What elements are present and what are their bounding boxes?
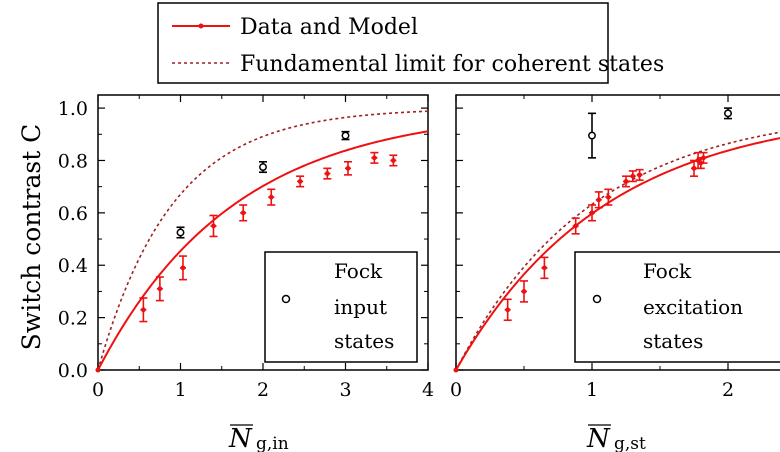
origin-marker bbox=[453, 367, 459, 373]
right-plot-frame bbox=[455, 94, 780, 371]
legend-model-label: Data and Model bbox=[240, 15, 418, 40]
legend-limit-label: Fundamental limit for coherent states bbox=[240, 52, 664, 77]
x-tick-label: 2 bbox=[722, 379, 734, 401]
data-point bbox=[596, 197, 602, 203]
right-inset-legend-line3: states bbox=[643, 329, 703, 353]
limit-curve bbox=[97, 110, 429, 371]
model-curve bbox=[97, 130, 429, 371]
right-ticks: 0 1 2 bbox=[450, 95, 734, 401]
data-point bbox=[505, 307, 511, 313]
right-inset-legend-line1: Fock bbox=[643, 259, 692, 283]
right-inset-legend-marker bbox=[592, 294, 602, 304]
data-point bbox=[268, 194, 274, 200]
y-tick-label: 0.2 bbox=[58, 308, 88, 330]
left-panel: 0 1 2 3 4 0.0 0.2 0.4 0.6 0.8 1.0 Fock input state… bbox=[58, 94, 434, 452]
top-legend-box bbox=[157, 2, 609, 84]
data-point bbox=[371, 155, 377, 161]
data-point bbox=[573, 223, 579, 229]
data-point bbox=[240, 210, 246, 216]
left-inset-legend-box bbox=[264, 251, 418, 363]
left-inset-legend-line1: Fock bbox=[334, 259, 383, 283]
y-tick-label: 1.0 bbox=[58, 98, 88, 120]
data-point bbox=[623, 179, 629, 184]
data-point bbox=[297, 179, 303, 184]
right-inset-legend-box bbox=[574, 251, 780, 363]
data-point bbox=[630, 173, 636, 179]
right-x-title-main: N bbox=[586, 424, 611, 452]
data-point bbox=[157, 286, 163, 292]
left-x-title-sub: g,in bbox=[256, 434, 289, 452]
data-point bbox=[589, 210, 595, 216]
x-tick-label: 0 bbox=[450, 379, 462, 401]
data-point bbox=[390, 158, 396, 163]
left-inset-legend-line2: input bbox=[334, 295, 387, 319]
right-inset-legend-line2: excitation bbox=[643, 295, 743, 319]
data-point bbox=[605, 194, 611, 200]
right-x-title-sub: g,st bbox=[614, 434, 646, 452]
data-point bbox=[691, 165, 697, 171]
x-tick-label: 0 bbox=[92, 379, 104, 401]
data-point bbox=[701, 155, 706, 161]
x-tick-label: 2 bbox=[257, 379, 269, 401]
right-points bbox=[503, 107, 732, 322]
x-tick-label: 1 bbox=[174, 379, 186, 401]
data-point bbox=[140, 307, 146, 313]
left-ticks: 0 1 2 3 4 0.0 0.2 0.4 0.6 0.8 1.0 bbox=[58, 95, 434, 401]
data-point bbox=[521, 289, 527, 294]
fock-point bbox=[724, 109, 732, 118]
model-curve bbox=[455, 137, 780, 371]
data-point bbox=[211, 223, 216, 229]
fock-point bbox=[588, 131, 596, 140]
left-x-title-main: N bbox=[228, 424, 253, 452]
data-point bbox=[542, 265, 547, 271]
right-x-axis-title: N g,st bbox=[586, 424, 646, 452]
x-tick-label: 1 bbox=[586, 379, 598, 401]
right-curves bbox=[453, 131, 780, 373]
left-curves bbox=[95, 110, 429, 373]
data-point bbox=[637, 172, 642, 178]
y-tick-label: 0.4 bbox=[58, 255, 88, 277]
data-point bbox=[345, 165, 351, 171]
y-tick-label: 0.0 bbox=[58, 360, 88, 382]
left-inset-legend-marker bbox=[281, 294, 291, 304]
top-legend: Data and Model Fundamental limit for coh… bbox=[157, 2, 664, 84]
right-panel: 0 1 2 Fock excitation states N g,st bbox=[450, 94, 780, 452]
y-axis-title: Switch contrast C bbox=[17, 124, 46, 351]
x-tick-label: 3 bbox=[339, 379, 351, 401]
data-point bbox=[180, 265, 186, 271]
left-x-axis-title: N g,in bbox=[228, 424, 289, 452]
left-inset-legend-line3: states bbox=[334, 329, 394, 353]
origin-marker bbox=[95, 367, 101, 373]
y-tick-label: 0.6 bbox=[58, 203, 88, 225]
fock-point bbox=[176, 228, 185, 237]
fock-point bbox=[341, 131, 350, 140]
y-tick-label: 0.8 bbox=[58, 150, 88, 172]
left-points bbox=[139, 130, 398, 323]
data-point bbox=[324, 171, 330, 176]
fock-point bbox=[259, 163, 267, 171]
legend-model-marker bbox=[198, 23, 204, 29]
x-tick-label: 4 bbox=[422, 379, 434, 401]
